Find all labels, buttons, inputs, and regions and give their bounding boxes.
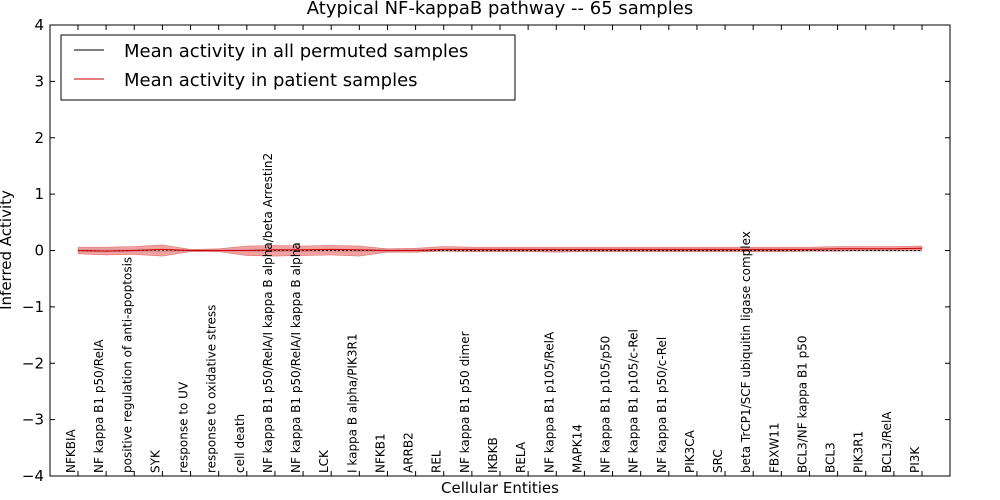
x-category-label: MAPK14 [570,424,584,473]
plot-area [77,244,923,257]
legend-label-patient: Mean activity in patient samples [124,70,418,91]
x-axis-category-labels: NFKBIA NF kappa B1 p50/RelA positive regul… [64,25,923,476]
x-category-label: BCL3/NF kappa B1 p50 [795,335,809,473]
x-category-label: NF kappa B1 p50/RelA/I kappa B alpha/bet… [261,153,275,473]
x-category-label: NF kappa B1 p50/RelA [92,339,106,473]
x-category-label: NF kappa B1 p105/p50 [599,336,613,473]
y-tick-label: 2 [34,129,44,147]
x-category-label: ARRB2 [402,432,416,473]
x-category-label: BCL3 [824,442,838,473]
y-axis-label: Inferred Activity [0,190,15,310]
legend-label-permuted: Mean activity in all permuted samples [124,41,468,62]
x-category-label: SYK [148,449,162,473]
y-tick-label: 1 [34,185,44,203]
x-category-label: NF kappa B1 p50 dimer [458,331,472,473]
x-category-label: PI3K [908,446,922,473]
chart-title: Atypical NF-kappaB pathway -- 65 samples [307,0,693,19]
x-category-label: positive regulation of anti-apoptosis [120,257,134,473]
x-category-label: PIK3R1 [852,431,866,473]
x-category-label: NF kappa B1 p50/RelA/I kappa B alpha [289,242,303,473]
x-category-label: NF kappa B1 p50/c-Rel [655,337,669,473]
y-tick-label: 0 [34,242,44,260]
x-category-label: LCK [317,449,331,473]
y-tick-label: −4 [22,467,44,485]
x-category-label: RELA [514,441,528,473]
x-category-label: beta TrCP1/SCF ubiquitin ligase complex [739,231,753,473]
x-category-label: IKBKB [486,437,500,473]
x-category-label: response to oxidative stress [205,305,219,473]
x-category-label: cell death [233,414,247,473]
patient-mean-line [77,247,923,252]
x-category-label: REL [430,450,444,473]
x-category-label: NFKBIA [64,428,78,473]
y-tick-label: 4 [34,16,44,34]
x-category-label: I kappa B alpha/PIK3R1 [345,334,359,473]
legend-frame [60,34,516,101]
y-tick-label: 3 [34,72,44,90]
x-axis-label: Cellular Entities [441,479,559,497]
x-category-label: FBXW11 [767,423,781,474]
x-category-label: PIK3CA [683,429,697,473]
x-category-label: NF kappa B1 p105/RelA [542,331,556,473]
legend: Mean activity in all permuted samples Me… [60,34,516,101]
x-category-label: SRC [711,449,725,473]
y-tick-label: −3 [22,411,44,429]
x-category-label: NFKB1 [373,433,387,473]
x-category-label: BCL3/RelA [880,411,894,473]
y-tick-label: −1 [22,298,44,316]
x-category-label: NF kappa B1 p105/c-Rel [627,329,641,473]
x-category-label: response to UV [177,381,191,473]
y-tick-label: −2 [22,354,44,372]
y-axis: −4 −3 −2 −1 0 1 2 3 4 [22,16,950,485]
